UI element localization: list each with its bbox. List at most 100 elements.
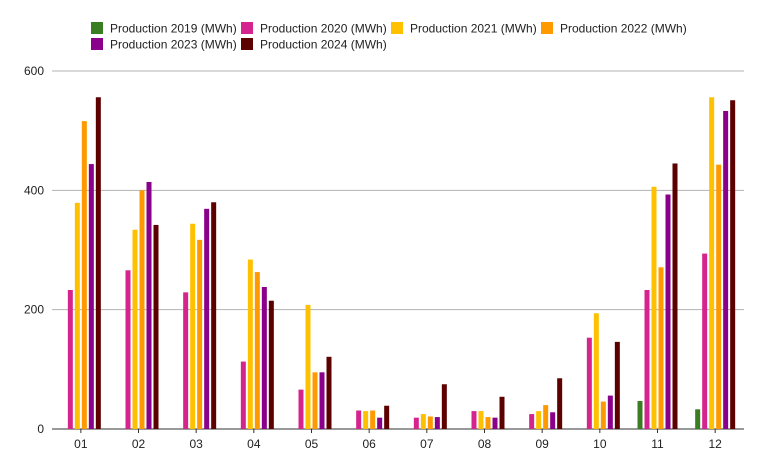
bar <box>658 267 664 429</box>
x-tick-label: 04 <box>247 437 261 451</box>
bar <box>420 414 426 429</box>
bar <box>543 405 549 429</box>
bar <box>550 412 556 429</box>
legend-swatch <box>91 38 103 50</box>
legend-item: Production 2020 (MWh) <box>241 22 387 36</box>
bar <box>586 337 592 429</box>
x-tick-label: 08 <box>478 437 492 451</box>
legend-swatch <box>391 22 403 34</box>
bar <box>319 372 325 429</box>
y-tick-label: 600 <box>24 64 44 78</box>
bar <box>88 164 94 429</box>
x-tick-label: 12 <box>708 437 722 451</box>
bar <box>709 97 715 429</box>
gridlines <box>52 70 744 430</box>
x-axis: 01 02 03 04 05 06 07 08 09 10 11 12 <box>74 429 722 451</box>
bar <box>413 417 419 429</box>
bar <box>67 289 73 429</box>
bar <box>441 384 447 429</box>
legend-item: Production 2021 (MWh) <box>391 22 537 36</box>
x-tick-label: 11 <box>651 437 664 451</box>
bar <box>651 186 657 429</box>
legend-item: Production 2023 (MWh) <box>91 38 237 52</box>
bar <box>268 300 274 429</box>
bar <box>593 313 599 429</box>
x-tick-label: 10 <box>593 437 607 451</box>
legend-label: Production 2022 (MWh) <box>560 22 687 36</box>
legend-item: Production 2019 (MWh) <box>91 22 237 36</box>
legend-label: Production 2021 (MWh) <box>410 22 537 36</box>
legend-label: Production 2019 (MWh) <box>110 22 237 36</box>
bar <box>197 239 203 429</box>
bar <box>716 164 722 429</box>
bar <box>637 400 643 429</box>
bar <box>139 190 145 429</box>
bar <box>478 411 484 429</box>
bar <box>702 253 708 429</box>
bar <box>471 411 477 429</box>
bar <box>356 410 362 429</box>
bar <box>492 417 498 429</box>
bar <box>730 100 736 430</box>
x-tick-label: 02 <box>132 437 146 451</box>
bar <box>146 181 152 429</box>
y-axis: 0 200 400 600 <box>24 64 44 436</box>
bar <box>74 202 80 429</box>
legend-label: Production 2020 (MWh) <box>260 22 387 36</box>
legend-swatch <box>241 38 253 50</box>
x-tick-label: 03 <box>189 437 203 451</box>
bar <box>298 389 304 429</box>
bar <box>95 97 101 429</box>
bar <box>695 409 701 429</box>
bar <box>204 208 210 429</box>
legend-item: Production 2022 (MWh) <box>541 22 687 36</box>
legend-swatch <box>91 22 103 34</box>
legend-item: Production 2024 (MWh) <box>241 38 387 52</box>
bar <box>125 270 131 429</box>
bar <box>132 229 138 429</box>
legend: Production 2019 (MWh) Production 2020 (MW… <box>91 22 687 52</box>
bar <box>384 405 390 429</box>
bar <box>183 292 189 429</box>
bar <box>305 304 311 429</box>
legend-swatch <box>241 22 253 34</box>
bar <box>427 416 433 429</box>
bar <box>672 163 678 430</box>
x-tick-label: 06 <box>362 437 376 451</box>
legend-label: Production 2023 (MWh) <box>110 38 237 52</box>
bar <box>153 224 159 429</box>
bar <box>499 396 505 429</box>
bar <box>363 411 369 429</box>
x-tick-label: 09 <box>535 437 549 451</box>
bar <box>485 417 491 429</box>
bar <box>614 341 620 429</box>
x-tick-label: 01 <box>74 437 88 451</box>
bar <box>607 395 613 429</box>
bar <box>190 223 196 429</box>
bar <box>434 417 440 429</box>
bar <box>247 259 253 429</box>
bar <box>557 378 563 429</box>
bar <box>312 372 318 429</box>
bar <box>529 414 535 429</box>
bar <box>665 194 671 429</box>
bar <box>644 289 650 429</box>
bar <box>326 356 332 429</box>
bar <box>81 121 87 430</box>
bar <box>600 401 606 429</box>
bar <box>240 361 246 429</box>
y-tick-label: 400 <box>24 183 44 197</box>
bar <box>377 417 383 429</box>
bar <box>211 202 217 429</box>
legend-swatch <box>541 22 553 34</box>
bar <box>536 411 542 429</box>
y-tick-label: 200 <box>24 303 44 317</box>
bar <box>370 410 376 429</box>
x-tick-label: 07 <box>420 437 434 451</box>
x-tick-label: 05 <box>305 437 319 451</box>
legend-label: Production 2024 (MWh) <box>260 38 387 52</box>
y-tick-label: 0 <box>37 422 44 436</box>
bars <box>67 97 736 430</box>
